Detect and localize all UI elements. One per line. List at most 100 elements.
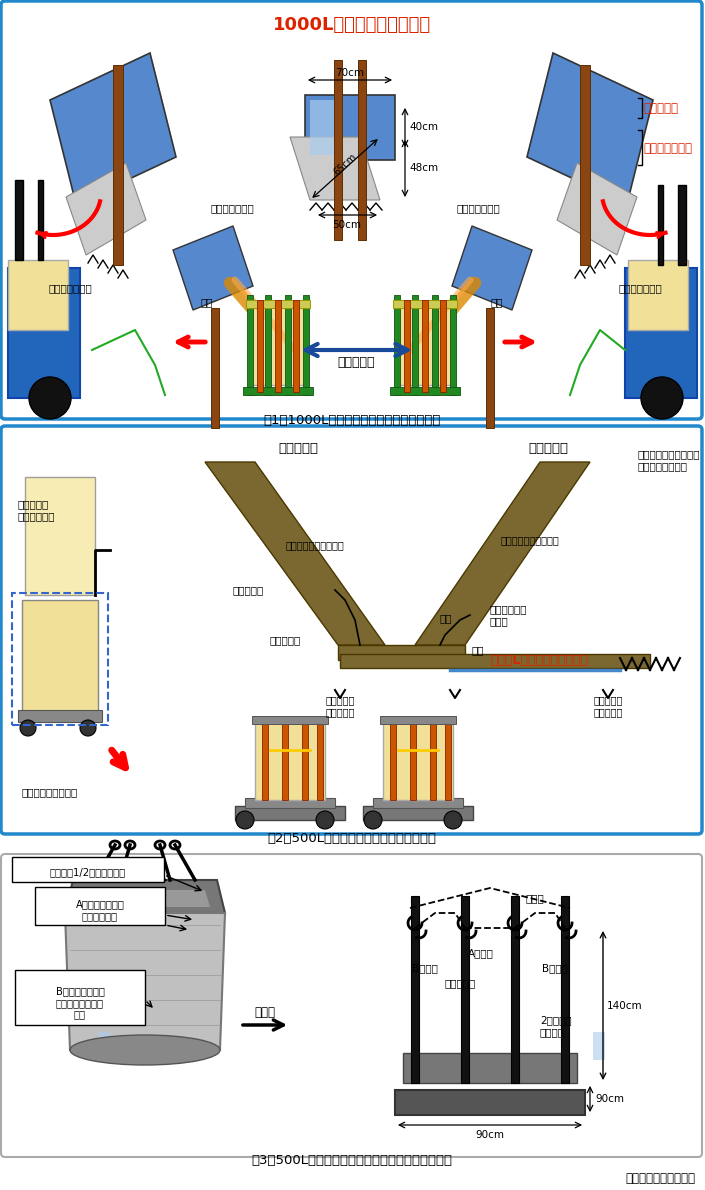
Text: パレットフォークへ: パレットフォークへ [22,787,78,797]
Bar [317,722,323,800]
Text: Bフック: Bフック [412,963,438,973]
Bar [247,295,253,395]
Bar [18,710,102,722]
Text: 破砕機のダクト: 破砕機のダクト [456,203,500,213]
Text: 図1　1000Lフレコン対応振り分け作業体系: 図1 1000Lフレコン対応振り分け作業体系 [263,413,441,426]
Polygon shape [50,54,176,203]
Ellipse shape [80,720,96,735]
Text: （魚住順、嶓野英子）: （魚住順、嶓野英子） [625,1171,695,1184]
Text: フレコン導入板: フレコン導入板 [643,142,692,155]
Text: 押してそのま
ま保定: 押してそのま ま保定 [490,605,527,626]
Text: ヒモ: ヒモ [440,613,453,624]
Bar [411,896,419,1083]
Text: スクリューコンベアー
本体を固定する鎖: スクリューコンベアー 本体を固定する鎖 [638,449,701,471]
Bar [450,295,456,395]
Polygon shape [290,137,380,200]
Polygon shape [205,462,385,645]
Bar [282,722,288,800]
FancyBboxPatch shape [1,854,702,1157]
Text: （左投入時保定位置）: （左投入時保定位置） [501,536,559,545]
Text: 左側投入時: 左側投入時 [528,441,568,455]
Bar [293,300,299,392]
Polygon shape [65,879,225,913]
Text: 緩めて保定: 緩めて保定 [269,635,300,645]
Bar [8,268,80,397]
Bar [561,896,569,1083]
Bar [113,65,123,265]
Text: 1000Lフレコン振り分け器: 1000Lフレコン振り分け器 [273,15,431,35]
Text: 50cm: 50cm [333,220,362,230]
Bar [358,60,366,240]
Text: 140cm: 140cm [607,1001,643,1012]
Ellipse shape [364,812,382,829]
Bar [625,268,697,397]
Bar [302,722,308,800]
Text: 互いに投入: 互いに投入 [337,357,375,370]
Bar [395,1090,585,1115]
Bar [445,722,451,800]
Ellipse shape [70,1035,220,1065]
Text: 70cm: 70cm [336,68,364,79]
Bar [246,300,310,308]
Bar [211,308,219,428]
Bar [303,295,309,395]
Text: （右投入時保定位置）: （右投入時保定位置） [286,540,344,550]
Text: 人力で台車
ごと入れ替え: 人力で台車 ごと入れ替え [18,499,56,521]
Bar [12,857,164,882]
Bar [15,970,145,1025]
Ellipse shape [641,377,683,419]
Bar [15,180,23,259]
Bar [394,295,400,395]
Polygon shape [338,645,465,660]
Bar [98,1032,110,1060]
Bar [593,1032,605,1060]
Bar [363,806,473,820]
Bar [486,308,494,428]
Bar [403,1053,577,1083]
Bar [262,722,268,800]
Bar [243,387,313,395]
Bar [252,716,328,724]
Text: 65cm: 65cm [332,152,359,178]
Polygon shape [65,913,225,1050]
Bar [393,300,457,308]
Bar [383,722,453,800]
Polygon shape [66,163,146,255]
Text: 先端を研ぐ: 先端を研ぐ [444,978,476,988]
Text: 流向変換笱: 流向変換笱 [643,101,678,114]
Text: セット: セット [255,1006,276,1019]
Bar [440,300,446,392]
Bar [305,95,395,159]
Ellipse shape [444,812,462,829]
Bar [334,60,342,240]
Text: 2本は取り
外し可能: 2本は取り 外し可能 [540,1015,572,1036]
Bar [432,295,438,395]
Text: Bフック: Bフック [542,963,568,973]
Bar [38,180,43,259]
Text: ５００Lフレコン振り分け器: ５００Lフレコン振り分け器 [490,653,588,666]
Ellipse shape [20,720,36,735]
Ellipse shape [236,812,254,829]
Bar [285,295,291,395]
Bar [310,100,335,155]
Bar [22,600,98,720]
Bar [422,300,428,392]
Bar [430,722,436,800]
Text: 右投入時保
定用フック: 右投入時保 定用フック [325,695,355,716]
Text: Bフック装着位置
（補紙リングに通
す）: Bフック装着位置 （補紙リングに通 す） [56,987,104,1020]
Bar [255,722,325,800]
Ellipse shape [316,812,334,829]
Bar [390,722,396,800]
Text: 図2　500Lフレコン対応振り分け作業体系: 図2 500Lフレコン対応振り分け作業体系 [267,832,436,845]
Text: 満杯・受け取り: 満杯・受け取り [48,283,92,293]
Text: 一旦引いて: 一旦引いて [233,585,264,595]
Bar [395,305,455,386]
FancyBboxPatch shape [1,426,702,834]
Bar [628,259,688,330]
Text: 90cm: 90cm [595,1094,624,1104]
Text: 48cm: 48cm [409,163,438,173]
Text: 投入: 投入 [491,298,503,307]
Text: 右側投入時: 右側投入時 [278,441,318,455]
Bar [275,300,281,392]
Polygon shape [452,226,532,311]
